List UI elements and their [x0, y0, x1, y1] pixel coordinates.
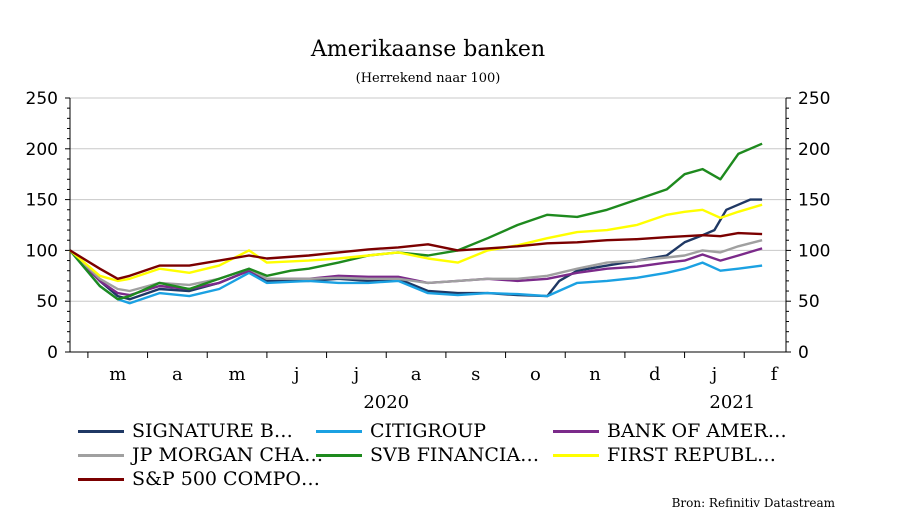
legend-label: JP MORGAN CHA… [132, 444, 324, 466]
legend-label: CITIGROUP [370, 420, 487, 442]
legend-item: S&P 500 COMPO… [78, 468, 320, 490]
series-line-1 [69, 249, 763, 305]
series-line-6 [69, 231, 763, 280]
series-line-4 [69, 142, 763, 301]
x-year-label: 2020 [363, 392, 409, 413]
legend-swatch [316, 429, 362, 433]
y-tick-label-right: 100 [798, 241, 830, 261]
legend-swatch [553, 453, 599, 457]
y-tick-label-left: 200 [26, 140, 58, 160]
legend-swatch [78, 453, 124, 457]
legend-label: SIGNATURE B… [132, 420, 293, 442]
legend-swatch [78, 477, 124, 481]
y-tick-label-left: 250 [26, 89, 58, 109]
x-tick-label-month: j [352, 364, 360, 385]
x-tick-label-month: o [530, 364, 541, 385]
legend-label: BANK OF AMER… [607, 420, 787, 442]
y-tick-label-right: 200 [798, 140, 830, 160]
y-tick-label-left: 100 [26, 241, 58, 261]
y-tick-label-left: 150 [26, 191, 58, 211]
x-tick-label-month: j [710, 364, 718, 385]
x-tick-label-month: j [292, 364, 300, 385]
x-tick-label-month: a [411, 364, 422, 385]
y-tick-label-right: 50 [798, 292, 820, 312]
axes [65, 97, 791, 358]
chart-title: Amerikaanse banken [310, 37, 545, 62]
x-tick-label-month: d [649, 364, 661, 385]
x-year-label: 2021 [709, 392, 755, 413]
grid-lines [70, 97, 786, 302]
x-tick-label-month: m [229, 364, 246, 385]
source-note: Bron: Refinitiv Datastream [671, 496, 835, 510]
x-tick-label-month: a [172, 364, 183, 385]
y-tick-label-right: 150 [798, 191, 830, 211]
y-tick-label-left: 0 [47, 343, 58, 363]
x-tick-label-month: s [471, 364, 480, 385]
x-tick-label-month: n [589, 364, 601, 385]
series-line-5 [69, 203, 763, 283]
legend-label: S&P 500 COMPO… [132, 468, 320, 490]
y-tick-label-left: 50 [36, 292, 58, 312]
legend-label: SVB FINANCIA… [370, 444, 540, 466]
series-lines [69, 142, 763, 305]
legend-label: FIRST REPUBL… [607, 444, 776, 466]
legend-swatch [78, 429, 124, 433]
legend-swatch [316, 453, 362, 457]
legend-swatch [553, 429, 599, 433]
legend-item: CITIGROUP [316, 420, 486, 442]
x-tick-label-month: f [771, 364, 779, 385]
legend-item: SVB FINANCIA… [316, 444, 539, 466]
axis-labels: 0 0 50 50 100 100 150 150 200 200 250 250 m a m j j a s o n d… [26, 89, 831, 413]
legend-item: FIRST REPUBL… [553, 444, 776, 466]
legend-item: BANK OF AMER… [553, 420, 787, 442]
x-tick-label-month: m [109, 364, 126, 385]
series-line-3 [69, 239, 763, 293]
y-tick-label-right: 0 [798, 343, 809, 363]
legend-item: SIGNATURE B… [78, 420, 293, 442]
chart-subtitle: (Herrekend naar 100) [356, 71, 501, 86]
y-tick-label-right: 250 [798, 89, 830, 109]
legend-item: JP MORGAN CHA… [78, 444, 323, 466]
